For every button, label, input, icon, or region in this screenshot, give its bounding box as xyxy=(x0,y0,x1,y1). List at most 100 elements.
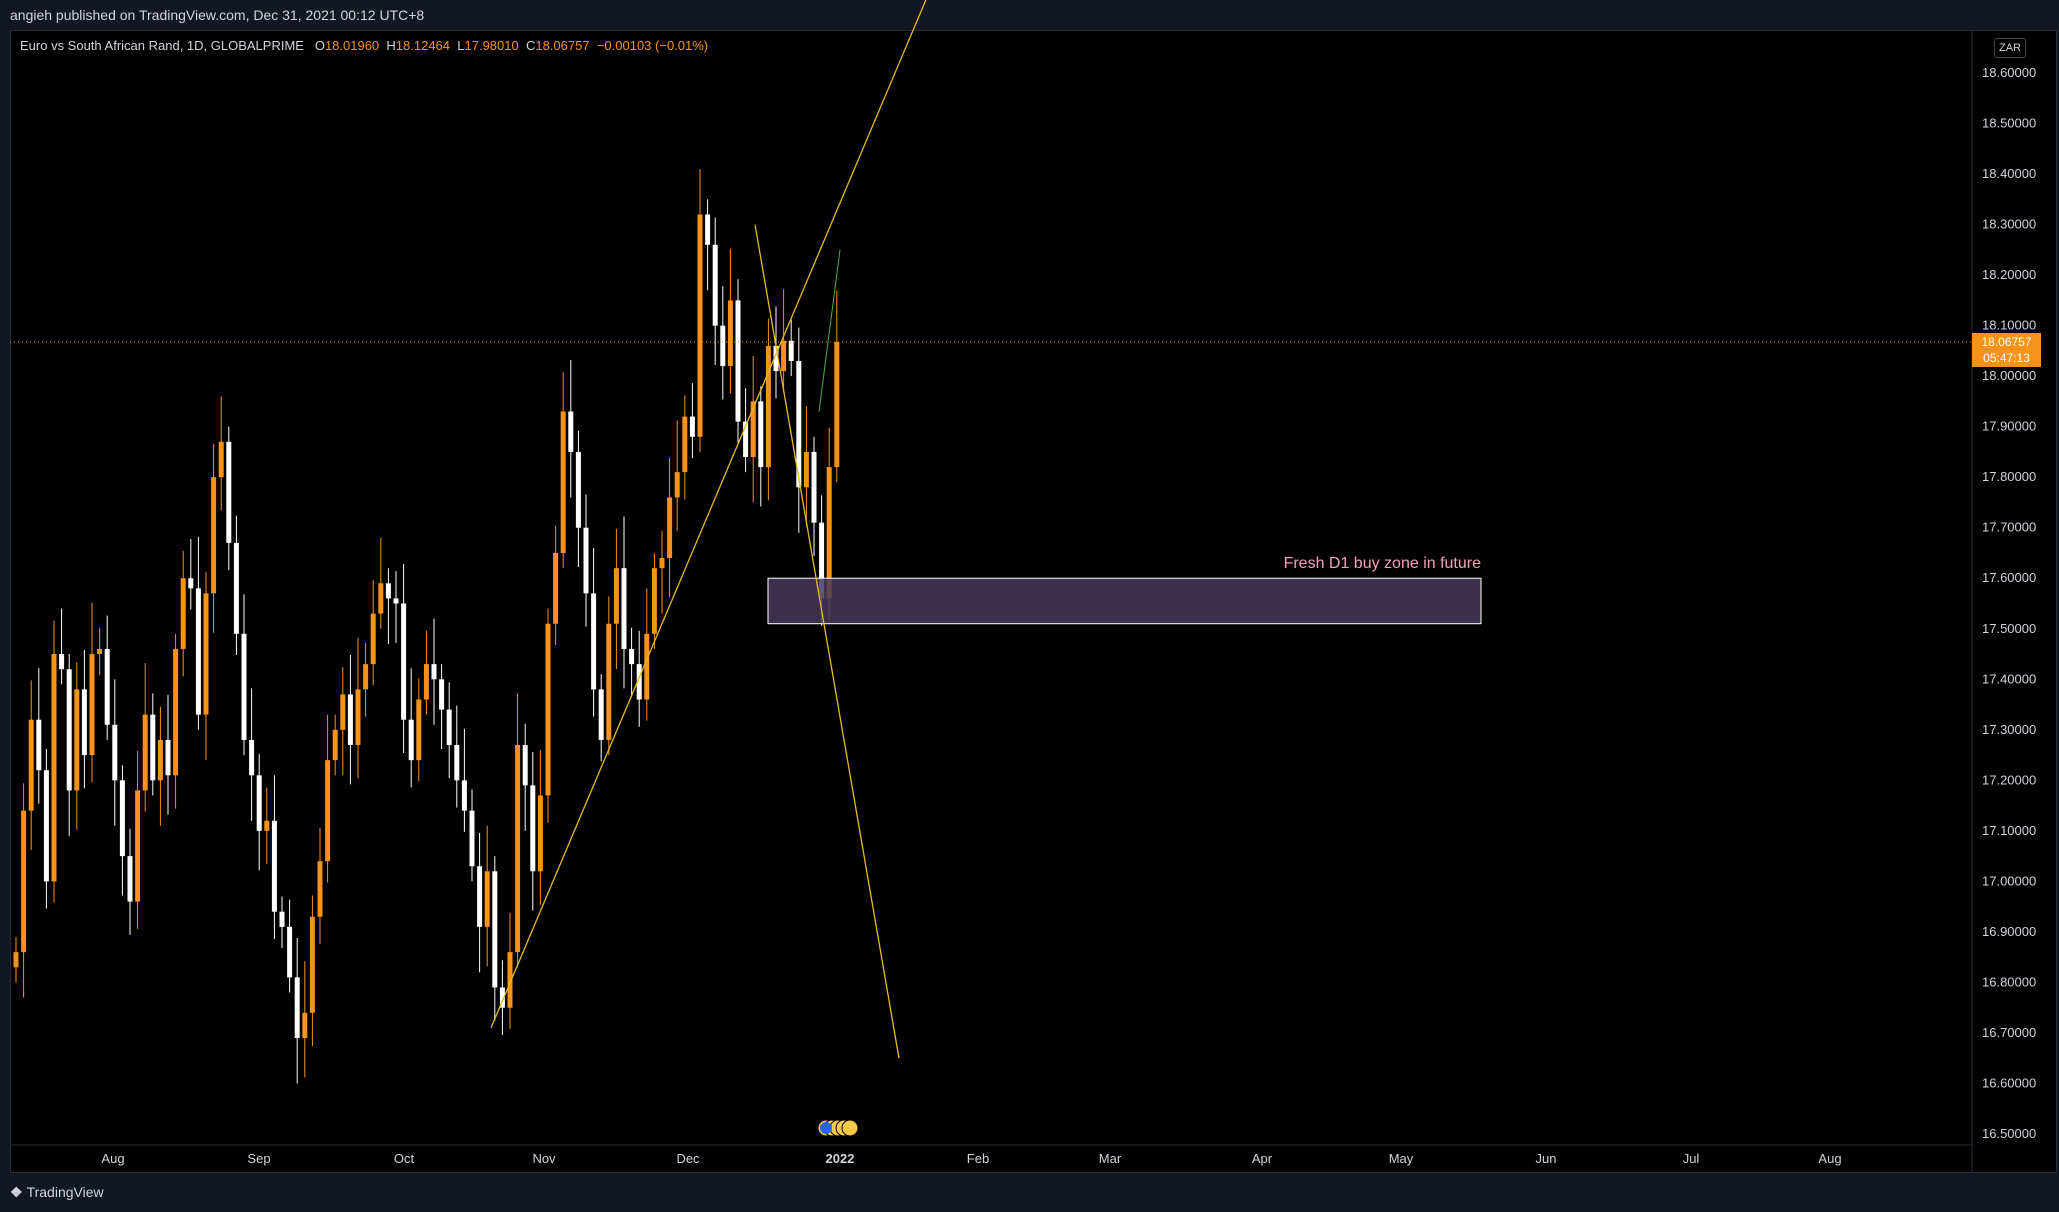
candle-body[interactable] xyxy=(347,694,353,745)
event-marker-icon[interactable] xyxy=(820,1122,832,1134)
candle-body[interactable] xyxy=(165,739,171,776)
candle-body[interactable] xyxy=(507,952,513,1008)
projection-line[interactable] xyxy=(818,249,841,412)
candle-body[interactable] xyxy=(629,648,635,665)
candle-body[interactable] xyxy=(218,441,224,478)
candle-body[interactable] xyxy=(104,648,110,725)
candle-body[interactable] xyxy=(89,654,95,756)
candle-body[interactable] xyxy=(667,497,673,559)
candle-body[interactable] xyxy=(112,724,118,781)
candle-body[interactable] xyxy=(788,340,794,361)
candle-body[interactable] xyxy=(271,820,277,912)
candle-body[interactable] xyxy=(606,623,612,740)
candle-body[interactable] xyxy=(173,648,179,776)
candle-body[interactable] xyxy=(249,739,255,776)
candle-body[interactable] xyxy=(553,552,559,624)
currency-button[interactable]: ZAR xyxy=(1994,38,2026,58)
candle-body[interactable] xyxy=(97,648,103,655)
candle-body[interactable] xyxy=(439,679,445,710)
candle-body[interactable] xyxy=(834,342,840,468)
candle-body[interactable] xyxy=(712,244,718,326)
candle-body[interactable] xyxy=(803,451,809,488)
candle-body[interactable] xyxy=(363,664,369,690)
candle-body[interactable] xyxy=(651,568,657,634)
candle-body[interactable] xyxy=(142,714,148,791)
candle-body[interactable] xyxy=(515,744,521,953)
candle-body[interactable] xyxy=(241,633,247,740)
candle-body[interactable] xyxy=(226,441,232,543)
tradingview-logo-icon[interactable]: ❖ xyxy=(10,1184,23,1200)
candle-body[interactable] xyxy=(13,952,19,968)
candle-body[interactable] xyxy=(461,780,467,811)
candle-body[interactable] xyxy=(423,664,429,700)
candle-body[interactable] xyxy=(750,401,756,457)
candle-body[interactable] xyxy=(727,300,733,367)
candle-body[interactable] xyxy=(332,729,338,761)
candle-body[interactable] xyxy=(180,578,186,649)
footer-brand[interactable]: TradingView xyxy=(26,1184,104,1200)
candle-body[interactable] xyxy=(530,785,536,872)
candle-body[interactable] xyxy=(826,467,832,599)
candle-body[interactable] xyxy=(545,623,551,796)
candle-body[interactable] xyxy=(682,416,688,473)
candle-body[interactable] xyxy=(393,598,399,604)
candle-body[interactable] xyxy=(560,411,566,553)
candle-body[interactable] xyxy=(765,345,771,468)
candle-body[interactable] xyxy=(492,871,498,988)
candle-body[interactable] xyxy=(454,744,460,781)
candle-body[interactable] xyxy=(773,345,779,372)
candle-body[interactable] xyxy=(613,568,619,624)
candle-body[interactable] xyxy=(781,340,787,372)
candle-body[interactable] xyxy=(66,669,72,791)
candle-body[interactable] xyxy=(309,916,315,1013)
candle-body[interactable] xyxy=(568,411,574,452)
candle-body[interactable] xyxy=(325,760,331,862)
candle-body[interactable] xyxy=(135,790,141,902)
candle-body[interactable] xyxy=(522,744,528,786)
candle-body[interactable] xyxy=(51,654,57,882)
candle-body[interactable] xyxy=(484,871,490,927)
candle-body[interactable] xyxy=(575,451,581,528)
candle-body[interactable] xyxy=(157,739,163,781)
candle-body[interactable] xyxy=(537,795,543,872)
candle-body[interactable] xyxy=(287,926,293,978)
candle-body[interactable] xyxy=(74,689,80,791)
candle-body[interactable] xyxy=(720,325,726,367)
candle-body[interactable] xyxy=(796,360,802,488)
candle-body[interactable] xyxy=(735,300,741,422)
candle-body[interactable] xyxy=(431,664,437,680)
candle-body[interactable] xyxy=(689,416,695,437)
candle-body[interactable] xyxy=(302,1012,308,1039)
candle-body[interactable] xyxy=(127,856,133,902)
candle-body[interactable] xyxy=(188,578,194,589)
candle-body[interactable] xyxy=(28,719,34,811)
candle-body[interactable] xyxy=(416,699,422,761)
buy-zone-rectangle[interactable] xyxy=(767,577,1482,625)
candle-body[interactable] xyxy=(264,820,270,831)
candle-body[interactable] xyxy=(119,780,125,857)
candle-body[interactable] xyxy=(233,542,239,634)
candle-body[interactable] xyxy=(385,583,391,599)
candle-body[interactable] xyxy=(659,558,665,569)
candle-body[interactable] xyxy=(211,477,217,594)
candle-body[interactable] xyxy=(758,401,764,468)
candle-body[interactable] xyxy=(59,654,65,670)
candle-body[interactable] xyxy=(499,987,505,1008)
candle-body[interactable] xyxy=(583,527,589,594)
candle-body[interactable] xyxy=(294,977,300,1039)
candle-body[interactable] xyxy=(317,861,323,917)
candle-body[interactable] xyxy=(21,810,27,953)
candle-body[interactable] xyxy=(370,613,376,665)
candle-body[interactable] xyxy=(621,568,627,649)
candle-body[interactable] xyxy=(819,522,825,599)
candle-body[interactable] xyxy=(705,214,711,245)
candle-body[interactable] xyxy=(279,911,285,927)
candle-body[interactable] xyxy=(378,583,384,614)
event-marker-icon[interactable] xyxy=(841,1119,859,1137)
candle-body[interactable] xyxy=(446,709,452,745)
candle-body[interactable] xyxy=(195,588,201,715)
candle-body[interactable] xyxy=(203,593,209,715)
candle-body[interactable] xyxy=(469,810,475,867)
candle-body[interactable] xyxy=(408,719,414,761)
